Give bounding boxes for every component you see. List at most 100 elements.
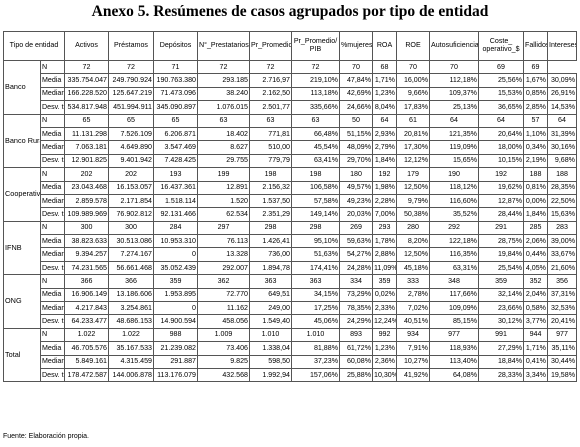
value-cell: 45,18% <box>396 260 430 276</box>
value-cell: 188 <box>547 167 577 182</box>
value-cell: 2.171.854 <box>108 193 154 209</box>
value-cell: 10,15% <box>478 153 524 169</box>
value-cell: 1,10% <box>523 126 548 142</box>
value-cell: 7.526.109 <box>108 126 154 142</box>
value-cell: 992 <box>372 327 397 343</box>
value-cell: 649,51 <box>249 287 292 303</box>
header-cell: N°_Prestatarios <box>197 31 250 61</box>
value-cell: 283 <box>547 220 577 236</box>
value-cell: 63,31% <box>429 260 479 276</box>
value-cell: 72 <box>64 59 109 75</box>
value-cell: 9,79% <box>396 193 430 209</box>
value-cell: 41,92% <box>396 367 430 383</box>
value-cell: 63 <box>291 113 340 128</box>
value-cell: 73,29% <box>339 287 373 303</box>
value-cell: 113,18% <box>291 86 340 102</box>
value-cell: 38.240 <box>197 86 250 102</box>
stat-label-cell: Mediana <box>40 247 65 262</box>
value-cell: 50 <box>339 113 373 128</box>
value-cell: 190 <box>429 167 479 182</box>
value-cell: 12.901.825 <box>64 153 109 169</box>
value-cell: 59,63% <box>339 234 373 249</box>
value-cell: 12,50% <box>396 180 430 195</box>
value-cell: 64 <box>429 113 479 128</box>
stat-label-cell: Mediana <box>40 193 65 209</box>
value-cell: 9,66% <box>396 86 430 102</box>
value-cell: 34,15% <box>291 287 340 303</box>
value-cell: 21,60% <box>547 260 577 276</box>
value-cell: 64 <box>478 113 524 128</box>
value-cell: 0,85% <box>523 86 548 102</box>
value-cell: 144.006.878 <box>108 367 154 383</box>
value-cell: 292 <box>429 220 479 236</box>
value-cell: 1.953.895 <box>153 287 198 303</box>
value-cell: 893 <box>339 327 373 343</box>
value-cell: 2.162,50 <box>249 86 292 102</box>
value-cell: 0,34% <box>523 140 548 155</box>
entity-name-cell: ONG <box>3 274 41 329</box>
value-cell: 16.437.361 <box>153 180 198 195</box>
value-cell: 4.315.459 <box>108 354 154 369</box>
table-row: Media 46.705.576 35.167.533 21.239.082 73.40… <box>4 341 577 356</box>
value-cell: 20,64% <box>478 126 524 142</box>
value-cell: 2.156,32 <box>249 180 292 195</box>
value-cell: 2.716,97 <box>249 73 292 88</box>
value-cell: 65 <box>153 113 198 128</box>
value-cell: 12,87% <box>478 193 524 209</box>
value-cell: 4.217.843 <box>64 301 109 316</box>
value-cell: 1.022 <box>64 327 109 343</box>
value-cell: 28,75% <box>478 234 524 249</box>
value-cell: 45,54% <box>291 140 340 155</box>
value-cell: 345.090.897 <box>153 100 198 115</box>
table-row: Media 23.043.468 16.153.057 16.437.361 12.89… <box>4 180 577 195</box>
table-row: Cooperativa N 202 202 193 199 198 198 180 192 179 1… <box>3 167 577 222</box>
value-cell: 85,15% <box>429 314 479 329</box>
value-cell: 451.994.911 <box>108 100 154 115</box>
value-cell: 2,19% <box>523 153 548 169</box>
value-cell: 1.894,78 <box>249 260 292 276</box>
stat-label-cell: N <box>40 327 65 343</box>
value-cell: 0,44% <box>523 247 548 262</box>
value-cell: 92.131.466 <box>153 207 198 222</box>
value-cell: 280 <box>396 220 430 236</box>
value-cell: 113,40% <box>429 354 479 369</box>
value-cell: 28,44% <box>478 207 524 222</box>
value-cell: 18,84% <box>478 354 524 369</box>
value-cell: 1.009 <box>197 327 250 343</box>
value-cell: 71.473.096 <box>153 86 198 102</box>
value-cell: 125.647.219 <box>108 86 154 102</box>
value-cell: 14,53% <box>547 100 577 115</box>
value-cell: 1.010 <box>291 327 340 343</box>
value-cell: 298 <box>249 220 292 236</box>
value-cell: 57 <box>523 113 548 128</box>
stat-label-cell: Desv. típ. <box>40 314 65 329</box>
value-cell: 72.770 <box>197 287 250 303</box>
value-cell: 116,35% <box>429 247 479 262</box>
value-cell: 61 <box>396 113 430 128</box>
value-cell: 64 <box>372 113 397 128</box>
value-cell: 977 <box>547 327 577 343</box>
value-cell: 18.402 <box>197 126 250 142</box>
value-cell: 70 <box>429 59 479 75</box>
value-cell: 19,62% <box>478 180 524 195</box>
header-cell: Fallidos <box>523 31 548 61</box>
value-cell: 39,00% <box>547 234 577 249</box>
stat-label-cell: Mediana <box>40 354 65 369</box>
value-cell: 118,93% <box>429 341 479 356</box>
value-cell: 109,37% <box>429 86 479 102</box>
value-cell: 29,70% <box>339 153 373 169</box>
value-cell: 9.394.257 <box>64 247 109 262</box>
stat-label-cell: N <box>40 113 65 128</box>
value-cell: 68 <box>372 59 397 75</box>
header-cell: %mujeres <box>339 31 373 61</box>
value-cell: 16,00% <box>396 73 430 88</box>
value-cell: 366 <box>64 274 109 289</box>
value-cell: 27,29% <box>478 341 524 356</box>
stat-label-cell: N <box>40 167 65 182</box>
value-cell: 2.501,77 <box>249 100 292 115</box>
value-cell: 3.547.469 <box>153 140 198 155</box>
value-cell: 8.627 <box>197 140 250 155</box>
value-cell: 30.513.086 <box>108 234 154 249</box>
value-cell: 19,58% <box>547 367 577 383</box>
value-cell: 166.228.520 <box>64 86 109 102</box>
